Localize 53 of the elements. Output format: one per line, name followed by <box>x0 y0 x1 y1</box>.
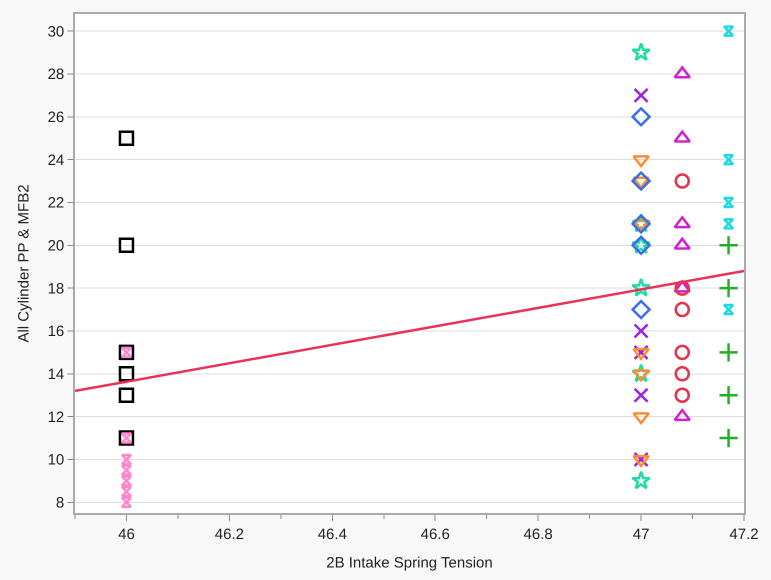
y-axis-title: All Cylinder PP & MFB2 <box>15 184 32 343</box>
point <box>722 218 734 230</box>
point <box>718 278 739 298</box>
y-tick-label: 10 <box>48 452 64 469</box>
x-tick-label: 46 <box>118 526 135 543</box>
y-tick-label: 18 <box>48 280 64 298</box>
y-tick-label: 16 <box>48 323 64 340</box>
point <box>120 464 132 476</box>
x-tick-label: 46.2 <box>214 526 244 543</box>
point <box>718 342 739 363</box>
point <box>633 88 649 104</box>
point <box>631 42 651 62</box>
point <box>674 173 690 189</box>
point <box>722 25 734 37</box>
point <box>674 344 690 360</box>
y-tick-label: 26 <box>48 109 64 126</box>
x-tick-label: 46.8 <box>524 526 553 543</box>
y-tick-label: 12 <box>48 408 64 426</box>
x-tick-label: 47.2 <box>729 526 759 543</box>
y-tick-label: 30 <box>48 23 64 40</box>
point <box>718 384 739 406</box>
point <box>120 475 132 487</box>
y-tick-label: 28 <box>48 66 64 84</box>
point <box>722 196 734 208</box>
point <box>718 234 739 256</box>
point <box>674 302 690 318</box>
x-tick-label: 46.6 <box>420 526 450 543</box>
point <box>118 130 134 146</box>
x-tick-label: 46.4 <box>318 526 347 543</box>
y-tick-label: 22 <box>48 194 64 212</box>
point <box>118 387 134 403</box>
point <box>631 171 651 191</box>
x-axis-title: 2B Intake Spring Tension <box>326 554 493 572</box>
point <box>631 300 651 320</box>
x-tick-label: 47 <box>632 526 650 543</box>
point <box>120 486 132 498</box>
point <box>120 454 132 466</box>
point <box>674 387 690 403</box>
point <box>718 428 739 448</box>
point <box>673 130 692 143</box>
y-tick-label: 20 <box>48 238 64 255</box>
point <box>120 496 132 508</box>
point <box>722 304 734 316</box>
y-tick-label: 14 <box>48 366 64 384</box>
point <box>633 323 649 339</box>
point <box>722 154 734 166</box>
point <box>674 366 690 382</box>
point <box>633 387 649 403</box>
y-tick-label: 24 <box>48 152 64 169</box>
point <box>631 107 651 126</box>
y-tick-label: 8 <box>56 494 64 512</box>
point <box>631 470 651 490</box>
point <box>118 238 134 254</box>
